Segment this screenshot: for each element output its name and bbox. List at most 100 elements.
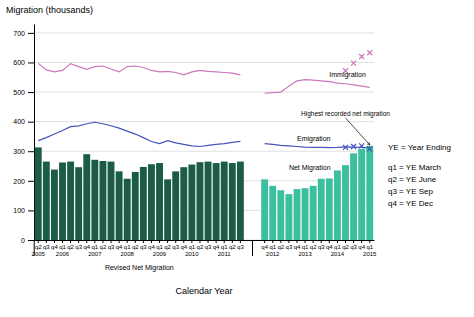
y-tick-label: 600 <box>13 59 25 66</box>
bar <box>350 153 357 240</box>
x-tick: q4 <box>294 240 301 250</box>
x-tick-mark <box>62 240 63 243</box>
x-tick: q3 <box>75 240 82 250</box>
bar <box>229 163 236 240</box>
series-scatter <box>343 143 372 151</box>
x-tick-label-line: q1 <box>302 244 309 250</box>
line <box>38 63 370 93</box>
y-tick: 400 <box>13 118 34 125</box>
x-tick-label-line: 2009 <box>153 251 167 257</box>
bar <box>67 162 74 240</box>
y-tick-mark <box>28 151 34 152</box>
note: q3 = YE Sep <box>388 187 434 196</box>
x-tick-label: q2 <box>100 244 107 250</box>
bar <box>277 190 284 240</box>
x-tick: q2 <box>342 240 349 250</box>
bar <box>35 147 42 240</box>
x-tick-label-line: q4 <box>294 244 301 250</box>
y-tick: 100 <box>13 207 34 214</box>
y-tick-label: 100 <box>13 207 25 214</box>
x-tick-label: q3 <box>43 244 50 250</box>
x-tick-label-line: q4 <box>213 244 220 250</box>
bar <box>334 170 341 240</box>
y-tick-mark <box>28 33 34 34</box>
y-tick: 600 <box>13 59 34 66</box>
x-tick-mark <box>78 240 79 243</box>
bar <box>116 171 123 240</box>
chart: 0100200300400500600700q22005q3q4q12006q2… <box>0 0 474 317</box>
x-tick-label: q4 <box>148 244 155 250</box>
x-tick: q3 <box>140 240 147 250</box>
x-tick-label-line: q3 <box>75 244 82 250</box>
x-tick: q4 <box>261 240 268 250</box>
x-tick-mark <box>119 240 120 243</box>
marks <box>35 50 373 240</box>
x-tick: q2 <box>100 240 107 250</box>
x-tick-mark <box>240 240 241 243</box>
title: Migration (thousands) <box>6 5 93 15</box>
x-tick-label: q3 <box>318 244 325 250</box>
x-tick: q2 <box>277 240 284 250</box>
x-tick: q2 <box>197 240 204 250</box>
bar <box>285 194 292 240</box>
bar <box>197 162 204 240</box>
grid-line <box>34 92 374 93</box>
y-tick-mark <box>28 210 34 211</box>
x-tick-label-line: q1 <box>124 244 131 250</box>
x-tick-label-line: q4 <box>261 244 268 250</box>
x-tick-label-line: q2 <box>342 244 349 250</box>
annotation: Net Migration <box>289 164 331 172</box>
x-tick-label-line: q2 <box>132 244 139 250</box>
x-axis-line <box>35 240 375 241</box>
annotation: Emigration <box>297 135 331 143</box>
bar <box>269 186 276 240</box>
bar <box>140 167 147 240</box>
y-tick-mark <box>28 62 34 63</box>
y-tick-mark <box>28 240 34 241</box>
x-tick: q3 <box>318 240 325 250</box>
y-tick-label: 200 <box>13 178 25 185</box>
x-tick-label-line: q1 <box>156 244 163 250</box>
marker <box>367 146 372 151</box>
series-bar <box>35 147 244 240</box>
y-tick: 0 <box>21 237 34 244</box>
marker <box>359 143 364 148</box>
x-tick: q4 <box>148 240 155 250</box>
x-tick-label: q4 <box>294 244 301 250</box>
x-tick-mark <box>296 240 297 243</box>
bar <box>172 171 179 240</box>
x-tick-mark <box>127 240 128 243</box>
bar <box>213 163 220 240</box>
x-tick-label: q2 <box>164 244 171 250</box>
bar <box>75 167 82 240</box>
series-line <box>38 122 370 148</box>
x-tick-mark <box>280 240 281 243</box>
bar <box>43 162 50 240</box>
x-tick: q3 <box>205 240 212 250</box>
series-bar <box>261 146 373 240</box>
x-tick-label-line: q1 <box>92 244 99 250</box>
x-tick-label-line: q1 <box>334 244 341 250</box>
x-tick-mark <box>135 240 136 243</box>
bar <box>302 188 309 240</box>
x-tick-label-line: 2007 <box>88 251 102 257</box>
x-tick-mark <box>159 240 160 243</box>
x-tick-label-line: q2 <box>229 244 236 250</box>
annotation: Immigration <box>329 71 366 79</box>
x-tick-mark <box>183 240 184 243</box>
bar <box>342 165 349 240</box>
x-tick-mark <box>70 240 71 243</box>
x-tick: q4 <box>51 240 58 250</box>
bar <box>205 162 212 240</box>
marker <box>351 144 356 149</box>
bar <box>91 160 98 240</box>
note: YE = Year Ending <box>388 143 451 152</box>
x-tick-label: q4 <box>358 244 365 250</box>
x-tick-label: q4 <box>261 244 268 250</box>
grid <box>34 33 374 240</box>
divider <box>34 240 35 256</box>
x-tick-label-line: 2014 <box>331 251 345 257</box>
x-tick-label-line: q3 <box>43 244 50 250</box>
x-tick-label-line: q3 <box>172 244 179 250</box>
x-tick-label: q4 <box>83 244 90 250</box>
